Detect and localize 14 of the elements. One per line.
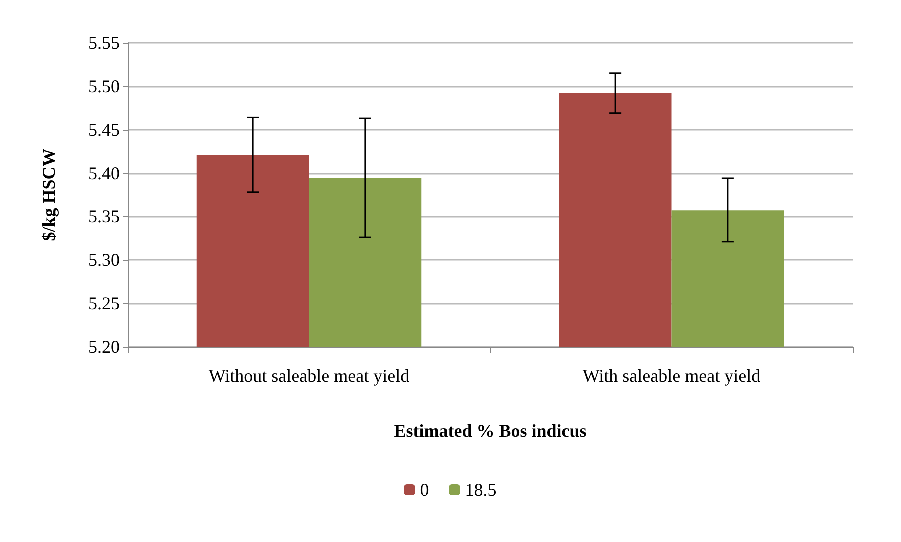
y-tick-label: 5.35 [88, 206, 120, 227]
y-tick-label: 5.45 [88, 120, 120, 140]
y-tick-label: 5.40 [88, 163, 120, 184]
y-tick-label: 5.50 [88, 76, 120, 96]
y-tick-label: 5.20 [88, 337, 120, 357]
x-tick-label: Without saleable meat yield [208, 366, 410, 386]
x-tick-label: With saleable meat yield [582, 366, 761, 386]
y-tick-label: 5.30 [88, 250, 120, 270]
x-axis-title: Estimated % Bos indicus [394, 421, 587, 441]
y-tick-label: 5.55 [88, 33, 120, 53]
y-axis-title: $/kg HSCW [39, 148, 59, 242]
legend-label: 18.5 [465, 480, 497, 500]
legend-label: 0 [420, 480, 430, 500]
y-tick-label: 5.25 [88, 294, 120, 314]
